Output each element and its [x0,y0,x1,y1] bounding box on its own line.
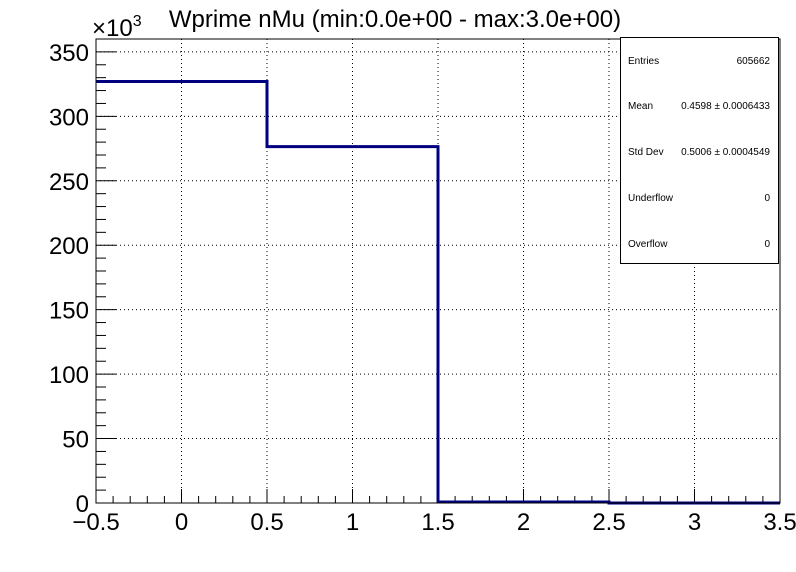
x-tick-label: 0.5 [250,509,283,536]
x-tick-label: 1.5 [421,509,454,536]
stats-entries-value: 605662 [736,56,770,67]
y-axis-multiplier: ×103 [92,13,142,42]
y-tick-label: 100 [49,362,89,389]
x-tick-label: −0.5 [72,509,119,536]
stats-row-std: Std Dev 0.5006 ± 0.0004549 [628,147,770,158]
x-tick-label: 0 [175,509,188,536]
stats-row-overflow: Overflow 0 [628,239,770,250]
y-tick-labels: 0 50 100 150 200 250 300 350 [49,40,89,518]
y-tick-label: 50 [62,427,89,454]
stats-mean-value: 0.4598 ± 0.0006433 [681,101,770,112]
stats-row-mean: Mean 0.4598 ± 0.0006433 [628,101,770,112]
stats-row-underflow: Underflow 0 [628,193,770,204]
chart-title: Wprime nMu (min:0.0e+00 - max:3.0e+00) [169,6,621,33]
stats-entries-label: Entries [628,56,660,67]
y-tick-label: 300 [49,104,89,131]
stats-std-value: 0.5006 ± 0.0004549 [681,147,770,158]
x-tick-label: 3.5 [763,509,796,536]
plot-frame [95,38,781,504]
y-tick-label: 350 [49,40,89,67]
x-tick-label: 1 [346,509,359,536]
stats-underflow-value: 0 [764,193,770,204]
stats-overflow-value: 0 [764,239,770,250]
stats-std-label: Std Dev [628,147,664,158]
stats-mean-label: Mean [628,101,654,112]
y-tick-label: 200 [49,233,89,260]
stats-box: Entries 605662 Mean 0.4598 ± 0.0006433 S… [620,37,779,264]
stats-overflow-label: Overflow [628,239,668,250]
x-tick-label: 3 [688,509,701,536]
x-tick-label: 2.5 [592,509,625,536]
x-tick-labels: −0.5 0 0.5 1 1.5 2 2.5 3 3.5 [72,509,796,536]
x-tick-label: 2 [517,509,530,536]
y-tick-label: 250 [49,169,89,196]
stats-underflow-label: Underflow [628,193,674,204]
y-tick-label: 150 [49,298,89,325]
y-tick-label: 0 [76,491,89,518]
stats-row-entries: Entries 605662 [628,56,770,67]
